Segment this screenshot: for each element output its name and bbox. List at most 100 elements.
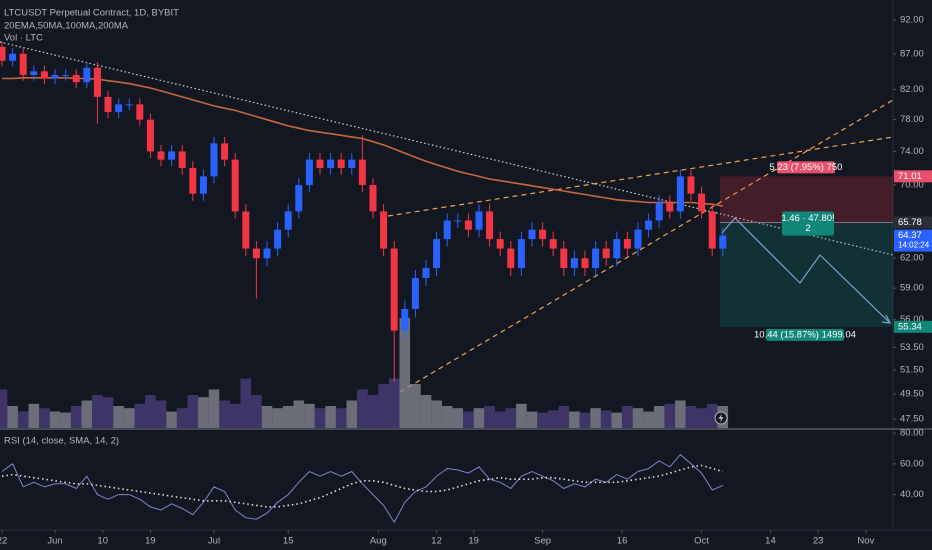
x-tick-label: Jul	[208, 536, 220, 547]
x-tick-label: 14	[765, 536, 776, 547]
candle-body	[104, 96, 112, 112]
projection-arrow	[881, 314, 892, 324]
volume-bar	[441, 406, 453, 428]
volume-bar	[664, 403, 676, 428]
volume-bar	[558, 406, 570, 428]
volume-bar	[229, 403, 241, 428]
volume-bar	[569, 411, 580, 428]
volume-bar	[7, 406, 18, 428]
label-bg	[766, 328, 844, 341]
volume-bar	[155, 400, 167, 428]
volume-bar	[516, 403, 527, 428]
volume-bar	[537, 412, 548, 428]
position-label: 5.23 (7.95%) 750	[770, 162, 843, 173]
volume-bar	[600, 410, 612, 428]
candle-body	[210, 143, 218, 177]
x-tick-label: Oct	[694, 536, 709, 547]
volume-bar	[60, 412, 71, 428]
volume-bar	[17, 411, 29, 428]
candle-body	[284, 211, 292, 230]
volume-bar	[198, 397, 209, 428]
volume-bar	[123, 408, 135, 428]
candle-body	[581, 258, 589, 269]
volume-bar	[92, 395, 103, 428]
volume-bar	[145, 395, 156, 428]
volume-bar	[643, 411, 654, 428]
volume-bar	[590, 408, 601, 428]
candle-body	[231, 159, 239, 212]
volume-bar	[176, 408, 188, 428]
candle-body	[676, 176, 684, 212]
volume-bar	[632, 408, 644, 428]
volume-bar	[187, 395, 199, 428]
y-tick-label: 70.00	[900, 179, 924, 190]
indicator-legend: 20EMA,50MA,100MA,200MA	[4, 21, 129, 32]
rsi-line	[1, 453, 723, 524]
volume-bar	[388, 378, 400, 428]
alert-bolt	[718, 413, 724, 423]
candle-body	[486, 211, 494, 240]
candle-body	[72, 74, 80, 83]
volume-bar	[282, 406, 294, 428]
volume-bar	[304, 403, 315, 428]
candle-body	[199, 176, 207, 194]
rsi-tick-label: 40.00	[900, 489, 924, 500]
rsi-legend: RSI (14, close, SMA, 14, 2)	[4, 436, 119, 447]
candle-body	[327, 159, 335, 168]
y-tick-label: 62.00	[900, 253, 924, 264]
volume-bar	[357, 389, 368, 428]
volume-bar	[505, 408, 517, 428]
candle-body	[369, 184, 377, 212]
candle-body	[0, 46, 6, 61]
candle-body	[221, 143, 229, 160]
volume-bar	[431, 400, 442, 428]
y-tick-label: 92.00	[900, 15, 924, 26]
price-tag-bg	[894, 216, 932, 229]
y-tick-label: 82.00	[900, 84, 924, 95]
chart-title: LTCUSDT Perpetual Contract, 1D, BYBIT	[4, 8, 179, 19]
candle-body	[274, 229, 282, 249]
candle-body	[51, 74, 59, 79]
volume-bar	[314, 408, 326, 428]
candle-body	[125, 104, 133, 106]
x-tick-label: Jun	[47, 536, 62, 547]
candle-body	[401, 308, 409, 331]
volume-bar	[272, 408, 283, 428]
price-tag-bg	[894, 320, 932, 333]
candle-body	[295, 184, 303, 212]
candle-body	[645, 220, 653, 230]
candle-body	[475, 211, 483, 230]
x-tick-label: 12	[431, 536, 442, 547]
candle-body	[422, 268, 430, 279]
candle-body	[157, 151, 165, 160]
x-tick-label: 19	[468, 536, 479, 547]
candle-body	[592, 248, 600, 269]
x-tick-label: Nov	[857, 536, 874, 547]
candle-body	[40, 71, 48, 79]
volume-bar	[706, 403, 718, 428]
candle-body	[242, 211, 250, 249]
volume-bar	[293, 400, 305, 428]
candle-body	[30, 71, 38, 75]
candle-body	[390, 248, 398, 331]
volume-bar	[251, 395, 262, 428]
y-tick-label: 53.50	[900, 342, 924, 353]
position-tool: 5.23 (7.95%) 750 1.46 · 47.80!2 10.44 (15.…	[720, 161, 893, 341]
candle-body	[146, 119, 154, 152]
price-tag-bg	[894, 229, 932, 252]
volume-bar	[208, 389, 220, 428]
volume-bar	[113, 406, 124, 428]
x-tick-label: 16	[617, 536, 628, 547]
candle-body	[115, 104, 123, 112]
candle-body	[93, 67, 101, 97]
candles	[0, 41, 727, 383]
drawings	[0, 41, 894, 393]
candle-body	[19, 53, 27, 75]
candle-body	[443, 220, 451, 240]
candle-body	[263, 248, 271, 259]
candle-body	[623, 239, 631, 249]
volume-bar	[696, 408, 707, 428]
x-tick-label: Aug	[370, 536, 387, 547]
candle-body	[507, 248, 515, 269]
